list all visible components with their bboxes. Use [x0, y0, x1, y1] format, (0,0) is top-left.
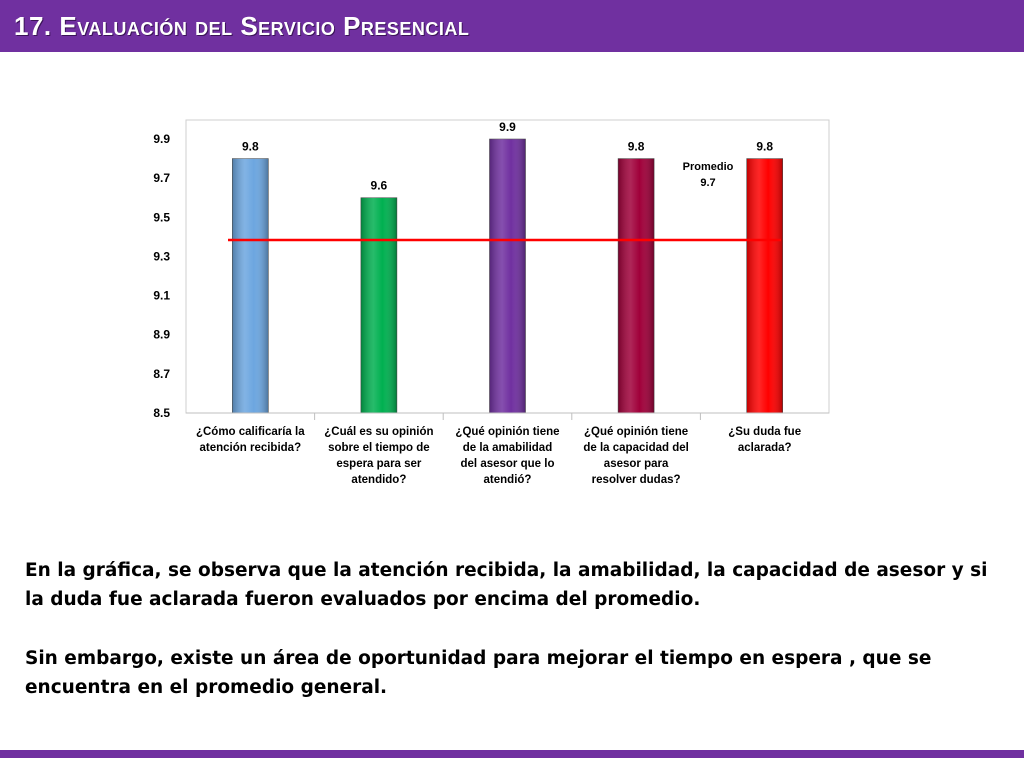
y-tick-label: 9.9 — [153, 132, 170, 146]
bars: 9.8 9.6 9.9 9.8 9.8 — [232, 120, 784, 414]
x-category-label-line: ¿Su duda fue — [728, 426, 801, 438]
average-label: Promedio — [683, 161, 734, 173]
x-category-label: ¿Su duda fue aclarada? — [728, 426, 801, 454]
bar-shading — [618, 158, 655, 413]
x-category-label: ¿Cuál es su opinión sobre el tiempo de esp… — [324, 426, 433, 486]
bar-shading — [489, 139, 526, 413]
x-category-label: ¿Qué opinión tiene de la amabilidad del as… — [455, 426, 559, 486]
x-category-label-line: atendió? — [484, 474, 532, 486]
x-category-label-line: sobre el tiempo de — [328, 442, 430, 454]
x-category-label-line: ¿Qué opinión tiene — [584, 426, 688, 438]
y-tick-label: 9.5 — [153, 210, 170, 224]
x-category-label-line: aclarada? — [738, 442, 792, 454]
x-category-label-line: espera para ser — [336, 458, 422, 470]
x-category-label-line: ¿Cuál es su opinión — [324, 426, 433, 438]
y-tick-label: 8.7 — [153, 367, 170, 381]
bottom-bar — [0, 750, 1024, 758]
x-category-label-line: de la amabilidad — [463, 442, 552, 454]
paragraph-1: En la gráfica, se observa que la atenció… — [25, 560, 988, 610]
x-category-label-line: del asesor que lo — [461, 458, 555, 470]
x-category-label-line: ¿Qué opinión tiene — [455, 426, 559, 438]
x-category-label-line: atendido? — [351, 474, 406, 486]
bar-value-label: 9.8 — [756, 140, 773, 154]
title-bar: 17. Evaluación del Servicio Presencial — [0, 0, 1024, 52]
average-value: 9.7 — [700, 177, 715, 189]
y-tick-label: 9.7 — [153, 171, 170, 185]
bar-value-label: 9.8 — [628, 140, 645, 154]
x-category-label-line: atención recibida? — [199, 442, 301, 454]
bar-shading — [360, 197, 397, 413]
x-category-label: ¿Cómo calificaría la atención recibida? — [196, 426, 305, 454]
bar-chart: 9.99.79.59.39.18.98.78.5 9.89.69.99.8 9.8… — [153, 119, 830, 486]
y-tick-label: 8.5 — [153, 406, 170, 420]
paragraph-2: Sin embargo, existe un área de oportunid… — [25, 648, 932, 698]
body-text: En la gráfica, se observa que la atenció… — [25, 556, 1010, 702]
page-title: 17. Evaluación del Servicio Presencial — [14, 11, 470, 41]
bar-value-label: 9.8 — [242, 140, 259, 154]
y-tick-label: 9.1 — [153, 289, 170, 303]
bar-shading — [232, 158, 269, 413]
x-category-label-line: resolver dudas? — [592, 474, 681, 486]
x-axis-ticks — [314, 413, 701, 420]
bar-value-label: 9.6 — [371, 179, 388, 193]
x-category-label-line: asesor para — [604, 458, 669, 470]
x-category-label-line: ¿Cómo calificaría la — [196, 426, 305, 438]
bar-shading — [746, 158, 783, 413]
x-category-label-line: de la capacidad del — [583, 442, 688, 454]
x-category-label: ¿Qué opinión tiene de la capacidad del ase… — [583, 426, 688, 486]
y-tick-label: 9.3 — [153, 249, 170, 263]
x-axis-labels: ¿Cómo calificaría la atención recibida?¿C… — [196, 426, 801, 486]
y-axis-ticks: 9.9 9.7 9.5 9.3 9.1 8.9 8.7 8.5 — [153, 132, 170, 420]
y-tick-label: 8.9 — [153, 328, 170, 342]
bar-value-label: 9.9 — [499, 120, 516, 134]
